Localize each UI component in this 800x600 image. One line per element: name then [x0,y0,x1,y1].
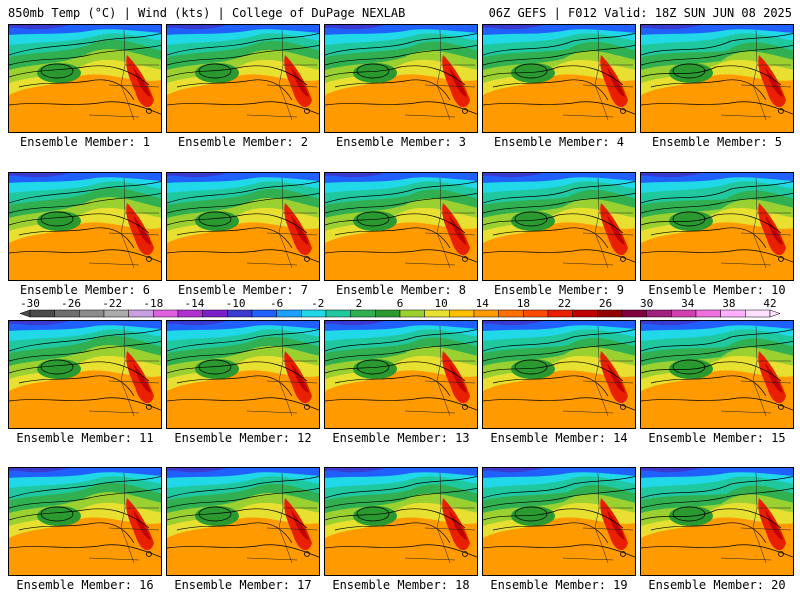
ensemble-member-label: Ensemble Member: 14 [490,431,628,445]
colorbar-swatch [350,309,376,318]
ensemble-member-label: Ensemble Member: 20 [648,578,786,592]
colorbar-swatch [29,309,55,318]
ensemble-member-label: Ensemble Member: 19 [490,578,628,592]
colorbar-swatch [597,309,623,318]
map-title: 850mb Temp (°C) | Wind (kts) | College o… [8,6,406,20]
ensemble-member-label: Ensemble Member: 15 [648,431,786,445]
colorbar-swatch [375,309,401,318]
colorbar-swatch [671,309,697,318]
colorbar-tick-label: 22 [558,297,571,310]
colorbar-swatch [646,309,672,318]
colorbar-tick-label: 10 [434,297,447,310]
colorbar-swatch [103,309,129,318]
ensemble-member-map [640,24,794,133]
ensemble-member-label: Ensemble Member: 2 [177,135,309,149]
ensemble-member-map [166,320,320,429]
colorbar-tick-label: 38 [722,297,735,310]
ensemble-member-label: Ensemble Member: 18 [332,578,470,592]
colorbar-swatch [325,309,351,318]
colorbar-min-arrow [19,309,31,318]
ensemble-member-label: Ensemble Member: 4 [493,135,625,149]
colorbar-tick-label: 34 [681,297,695,310]
ensemble-member-label: Ensemble Member: 12 [174,431,312,445]
colorbar-swatch [301,309,327,318]
ensemble-member-label: Ensemble Member: 1 [19,135,151,149]
ensemble-member-map [166,24,320,133]
colorbar-tick-label: 2 [356,297,363,310]
colorbar-swatch [572,309,598,318]
colorbar-swatch [547,309,573,318]
colorbar-max-arrow [769,309,781,318]
ensemble-member-map [166,172,320,281]
ensemble-member-label: Ensemble Member: 5 [651,135,783,149]
ensemble-member-label: Ensemble Member: 6 [19,283,151,297]
valid-time: 06Z GEFS | F012 Valid: 18Z SUN JUN 08 20… [488,6,792,20]
ensemble-member-map [324,24,478,133]
colorbar-tick-label: -18 [143,297,163,310]
colorbar-swatch [227,309,253,318]
colorbar-swatch [276,309,302,318]
ensemble-member-map [482,320,636,429]
ensemble-member-label: Ensemble Member: 8 [335,283,467,297]
colorbar-tick-label: 18 [517,297,530,310]
colorbar-swatch [424,309,450,318]
colorbar-tick-label: -6 [270,297,283,310]
ensemble-member-map [482,24,636,133]
ensemble-member-label: Ensemble Member: 3 [335,135,467,149]
colorbar-swatch [720,309,746,318]
colorbar-swatch [202,309,228,318]
ensemble-member-map [8,24,162,133]
colorbar-swatch [153,309,179,318]
ensemble-member-label: Ensemble Member: 11 [16,431,154,445]
ensemble-member-map [8,467,162,576]
colorbar-swatch [449,309,475,318]
ensemble-member-label: Ensemble Member: 17 [174,578,312,592]
colorbar-swatch [79,309,105,318]
colorbar-swatch [251,309,277,318]
ensemble-member-map [640,320,794,429]
ensemble-member-label: Ensemble Member: 7 [177,283,309,297]
colorbar-tick-label: -26 [61,297,81,310]
colorbar-swatch [745,309,771,318]
colorbar-tick-label: -10 [226,297,246,310]
colorbar-swatch [177,309,203,318]
ensemble-member-map [482,172,636,281]
ensemble-member-label: Ensemble Member: 10 [648,283,786,297]
ensemble-member-map [166,467,320,576]
colorbar-swatch [523,309,549,318]
colorbar-tick-label: 14 [476,297,490,310]
ensemble-member-map [640,172,794,281]
ensemble-member-map [324,320,478,429]
colorbar-tick-label: -2 [311,297,324,310]
colorbar-tick-label: 30 [640,297,653,310]
colorbar-swatch [621,309,647,318]
colorbar-swatch [473,309,499,318]
colorbar-swatch [128,309,154,318]
colorbar-tick-label: 42 [763,297,776,310]
ensemble-member-map [324,467,478,576]
colorbar-swatch [695,309,721,318]
temperature-colorbar: -30 -26 -22 -18 -14 -10 -6 -2 2 6 10 14 18 22 26 30 34 38… [19,297,781,318]
ensemble-member-label: Ensemble Member: 9 [493,283,625,297]
colorbar-tick-label: 6 [397,297,404,310]
colorbar-swatch [399,309,425,318]
colorbar-tick-label: -14 [185,297,205,310]
colorbar-tick-label: 26 [599,297,612,310]
colorbar-swatch [498,309,524,318]
colorbar-swatch [54,309,80,318]
ensemble-member-map [8,320,162,429]
colorbar-tick-label: -22 [102,297,122,310]
ensemble-member-map [324,172,478,281]
ensemble-member-map [482,467,636,576]
ensemble-member-map [8,172,162,281]
colorbar-tick-label: -30 [20,297,40,310]
ensemble-member-map [640,467,794,576]
ensemble-member-label: Ensemble Member: 13 [332,431,470,445]
ensemble-member-label: Ensemble Member: 16 [16,578,154,592]
